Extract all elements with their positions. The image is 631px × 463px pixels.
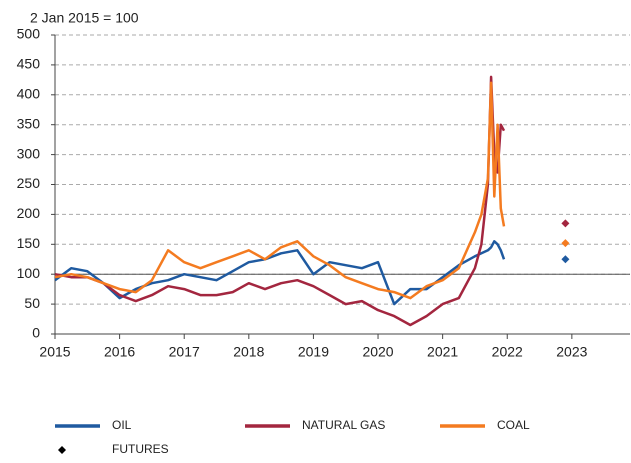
x-tick-label: 2018 [233,344,264,360]
futures-marker [561,239,570,248]
legend: OIL NATURAL GAS COAL FUTURES [55,418,530,456]
y-axis-label: 2 Jan 2015 = 100 [30,10,139,26]
x-tick-label: 2022 [492,344,523,360]
y-tick-label: 200 [17,205,41,221]
y-tick-label: 250 [17,175,41,191]
y-tick-label: 400 [17,86,41,102]
y-tick-label: 150 [17,235,41,251]
futures-marker [561,255,570,264]
y-tick-label: 450 [17,56,41,72]
legend-label: OIL [112,418,132,432]
x-tick-label: 2023 [556,344,587,360]
x-tick-label: 2017 [169,344,200,360]
futures-marker [561,219,570,228]
x-tick-label: 2019 [298,344,329,360]
x-tick-label: 2021 [427,344,458,360]
x-tick-label: 2020 [362,344,393,360]
x-tick-label: 2016 [104,344,135,360]
y-tick-label: 350 [17,115,41,131]
legend-label: FUTURES [112,442,169,456]
series-line [54,75,506,327]
series-line [54,240,506,306]
legend-swatch [58,446,66,454]
y-tick-label: 50 [24,295,40,311]
x-tick-label: 2015 [39,344,70,360]
y-tick-label: 0 [32,325,40,341]
y-tick-label: 300 [17,145,41,161]
legend-label: NATURAL GAS [302,418,385,432]
legend-label: COAL [497,418,530,432]
y-tick-label: 500 [17,26,41,42]
y-tick-label: 100 [17,265,41,281]
series-line [54,81,506,300]
